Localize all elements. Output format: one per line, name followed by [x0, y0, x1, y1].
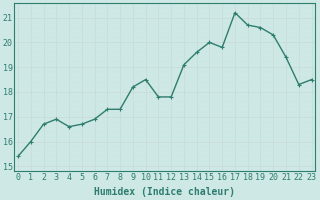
X-axis label: Humidex (Indice chaleur): Humidex (Indice chaleur) [94, 187, 235, 197]
